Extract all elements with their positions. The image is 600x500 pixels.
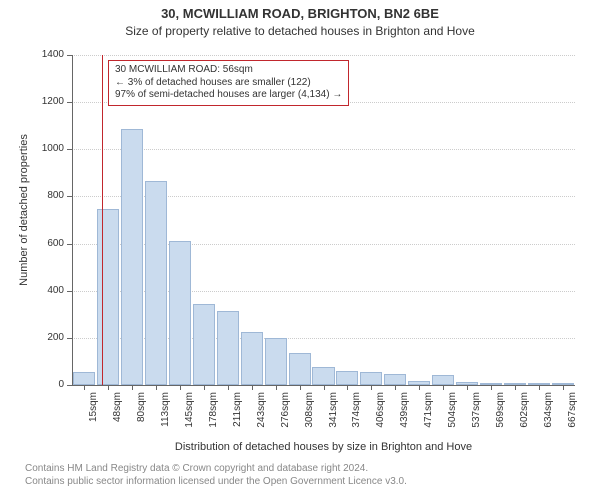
bar <box>312 367 334 385</box>
bar <box>241 332 263 385</box>
x-tick-label: 569sqm <box>495 392 506 438</box>
x-tick-label: 374sqm <box>351 392 362 438</box>
x-tick-label: 406sqm <box>375 392 386 438</box>
footer-line-1: Contains HM Land Registry data © Crown c… <box>25 463 368 474</box>
annotation-line-2: ← 3% of detached houses are smaller (122… <box>115 77 342 90</box>
y-tick-label: 800 <box>47 190 64 201</box>
figure: 30, MCWILLIAM ROAD, BRIGHTON, BN2 6BE Si… <box>0 0 600 500</box>
annotation-line-3: 97% of semi-detached houses are larger (… <box>115 89 342 102</box>
title-line-1: 30, MCWILLIAM ROAD, BRIGHTON, BN2 6BE <box>0 6 600 21</box>
x-tick-label: 439sqm <box>399 392 410 438</box>
x-axis-line <box>72 385 575 386</box>
title-line-2: Size of property relative to detached ho… <box>0 24 600 38</box>
x-tick-label: 308sqm <box>304 392 315 438</box>
x-tick-label: 634sqm <box>543 392 554 438</box>
x-tick-label: 471sqm <box>423 392 434 438</box>
bar <box>193 304 215 385</box>
annotation-box: 30 MCWILLIAM ROAD: 56sqm ← 3% of detache… <box>108 60 349 106</box>
y-tick-label: 1000 <box>42 143 64 154</box>
y-axis-line <box>72 55 73 385</box>
y-tick-label: 0 <box>58 379 64 390</box>
x-tick-label: 276sqm <box>280 392 291 438</box>
bar <box>289 353 311 385</box>
bar <box>336 371 358 385</box>
x-tick-label: 178sqm <box>208 392 219 438</box>
x-tick-label: 15sqm <box>88 392 99 438</box>
bar <box>217 311 239 385</box>
bar <box>97 209 119 385</box>
y-tick-label: 200 <box>47 332 64 343</box>
annotation-line-1: 30 MCWILLIAM ROAD: 56sqm <box>115 64 342 77</box>
x-tick-label: 504sqm <box>447 392 458 438</box>
gridline <box>72 149 575 150</box>
bar <box>145 181 167 385</box>
x-tick-label: 602sqm <box>519 392 530 438</box>
x-tick-label: 243sqm <box>256 392 267 438</box>
x-tick-label: 145sqm <box>184 392 195 438</box>
x-tick-label: 211sqm <box>232 392 243 438</box>
reference-line <box>102 55 103 385</box>
bar <box>121 129 143 385</box>
x-tick-label: 537sqm <box>471 392 482 438</box>
y-axis-title: Number of detached properties <box>18 110 30 310</box>
bar <box>73 372 95 385</box>
bar <box>384 374 406 385</box>
x-tick-label: 80sqm <box>136 392 147 438</box>
bar <box>169 241 191 385</box>
x-tick-label: 48sqm <box>112 392 123 438</box>
bar <box>265 338 287 385</box>
y-tick-label: 600 <box>47 238 64 249</box>
footer-line-2: Contains public sector information licen… <box>25 476 407 487</box>
bar <box>432 375 454 385</box>
bar <box>360 372 382 385</box>
x-tick-label: 113sqm <box>160 392 171 438</box>
gridline <box>72 55 575 56</box>
x-tick-label: 667sqm <box>567 392 578 438</box>
x-axis-title: Distribution of detached houses by size … <box>72 441 575 453</box>
y-tick-label: 1400 <box>42 49 64 60</box>
y-tick-label: 1200 <box>42 96 64 107</box>
x-tick-label: 341sqm <box>328 392 339 438</box>
y-tick-label: 400 <box>47 285 64 296</box>
